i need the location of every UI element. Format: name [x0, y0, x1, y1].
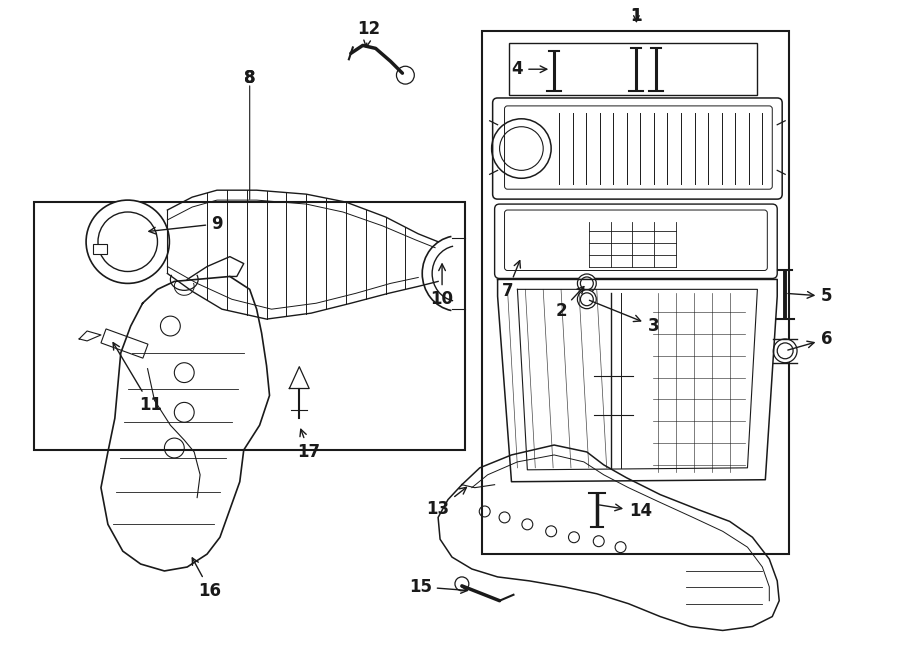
Bar: [101, 329, 148, 358]
Text: 1: 1: [631, 7, 643, 24]
Text: 13: 13: [427, 487, 466, 518]
Text: 4: 4: [511, 60, 547, 78]
Text: 15: 15: [409, 578, 467, 596]
Circle shape: [580, 277, 593, 290]
Text: 7: 7: [501, 260, 520, 300]
Circle shape: [455, 577, 469, 591]
Circle shape: [578, 290, 597, 309]
Text: 8: 8: [244, 69, 256, 87]
Text: 12: 12: [357, 20, 381, 47]
Bar: [509, 44, 758, 95]
Text: 11: 11: [113, 342, 162, 414]
Text: 2: 2: [555, 287, 584, 320]
Bar: [33, 202, 465, 450]
Text: 5: 5: [788, 288, 832, 305]
Text: 14: 14: [599, 502, 652, 520]
Text: 16: 16: [193, 558, 221, 600]
Text: 17: 17: [298, 429, 320, 461]
Polygon shape: [79, 331, 101, 341]
Circle shape: [86, 200, 169, 284]
Bar: [482, 30, 789, 554]
Bar: [93, 244, 107, 254]
Text: 8: 8: [244, 69, 256, 87]
Text: 1: 1: [631, 7, 643, 24]
Text: 6: 6: [788, 330, 832, 350]
Circle shape: [397, 66, 414, 84]
Text: 10: 10: [430, 264, 454, 308]
Circle shape: [778, 343, 793, 359]
Text: 3: 3: [590, 300, 659, 335]
Circle shape: [580, 293, 593, 305]
Circle shape: [578, 274, 597, 293]
Circle shape: [773, 339, 797, 363]
Text: 9: 9: [148, 215, 223, 234]
